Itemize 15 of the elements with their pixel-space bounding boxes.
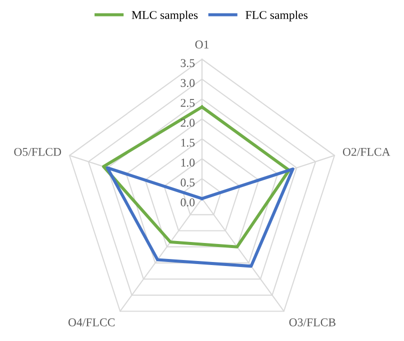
spoke-label: O3/FLCB — [289, 318, 336, 326]
y-tick-label: 3.0 — [180, 79, 195, 88]
y-tick-label: 2.0 — [180, 118, 195, 127]
y-tick-label: 0.5 — [180, 178, 195, 187]
y-tick-label: 2.5 — [180, 98, 195, 107]
spoke-label: O5/FLCD — [14, 148, 62, 156]
spoke-label: O2/FLCA — [342, 148, 390, 156]
y-tick-label: 1.5 — [181, 138, 195, 147]
y-tick-label: 3.5 — [180, 59, 195, 68]
spoke-label: O4/FLCC — [68, 318, 115, 326]
legend-label: MLC samples — [132, 10, 198, 22]
spoke-label: O1 — [195, 40, 209, 48]
y-tick-label: 1.0 — [181, 158, 195, 167]
legend-label: FLC samples — [246, 10, 308, 22]
y-tick-label: 0.0 — [180, 198, 195, 206]
